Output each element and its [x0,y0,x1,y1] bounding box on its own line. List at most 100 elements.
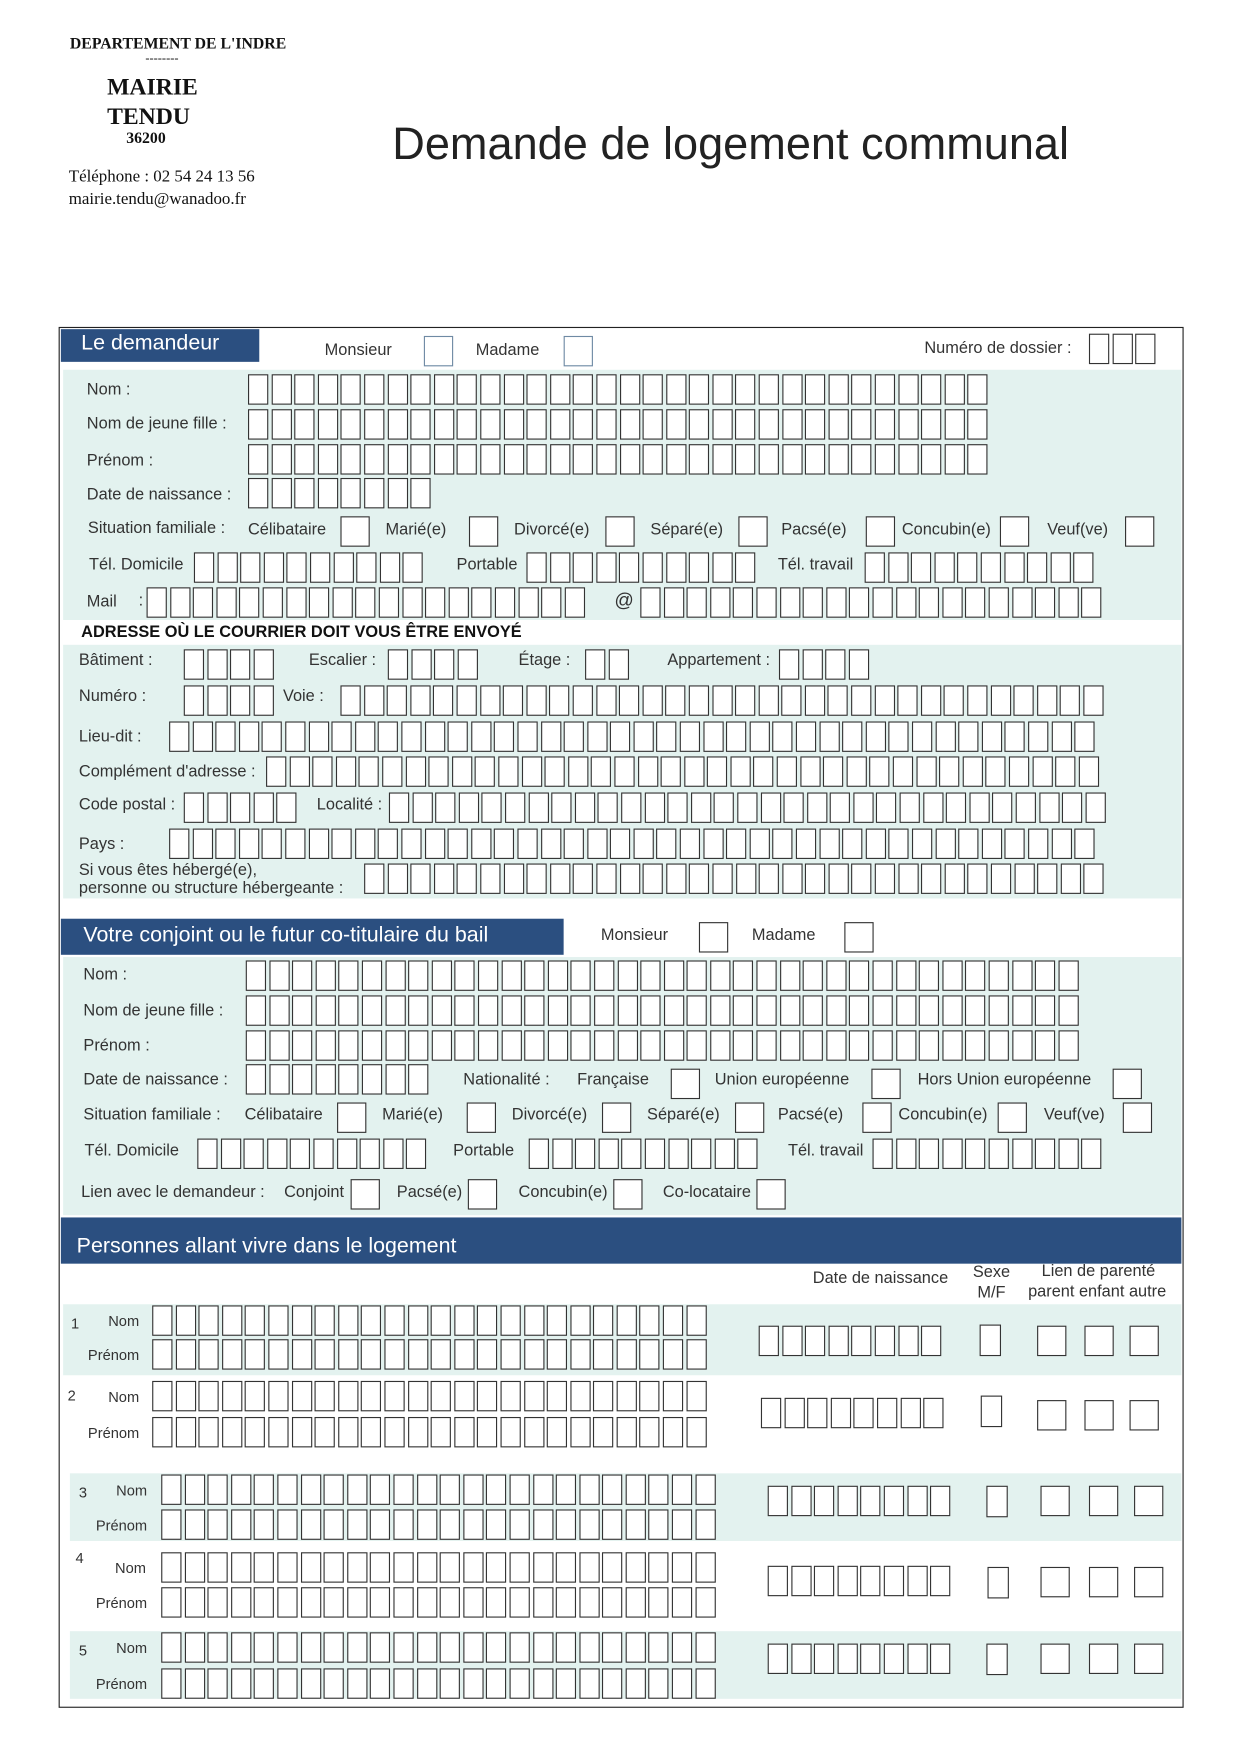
char-box[interactable] [733,587,754,618]
char-box[interactable] [439,1474,461,1505]
escalier-input[interactable] [387,649,478,680]
char-box[interactable] [872,1138,893,1169]
char-box[interactable] [523,1416,544,1448]
char-box[interactable] [806,792,828,823]
char-box[interactable] [401,828,422,859]
char-box[interactable] [981,828,1002,859]
char-box[interactable] [291,1380,312,1412]
char-box[interactable] [735,863,756,894]
char-box[interactable] [243,1138,264,1169]
char-box[interactable] [610,721,631,752]
char-box[interactable] [271,444,292,475]
char-box[interactable] [430,1339,452,1370]
char-box[interactable] [480,863,501,894]
char-box[interactable] [935,828,956,859]
char-box[interactable] [230,1587,252,1618]
char-box[interactable] [355,587,376,618]
char-box[interactable] [779,960,800,991]
char-box[interactable] [245,1416,266,1448]
char-box[interactable] [733,995,754,1026]
char-box[interactable] [254,1587,275,1618]
char-box[interactable] [570,1416,591,1448]
person-nom-input[interactable] [161,1474,716,1505]
char-box[interactable] [898,374,919,405]
char-box[interactable] [887,552,909,583]
char-box[interactable] [930,1565,951,1597]
char-box[interactable] [526,374,547,405]
char-box[interactable] [593,1380,614,1412]
char-box[interactable] [361,1416,382,1448]
char-box[interactable] [892,756,914,787]
char-box[interactable] [385,960,406,991]
char-box[interactable] [323,1668,344,1699]
char-box[interactable] [648,1474,669,1505]
char-box[interactable] [625,1668,646,1699]
char-box[interactable] [504,792,526,823]
lien-checkbox[interactable] [467,1179,498,1210]
etage-input[interactable] [585,649,629,680]
char-box[interactable] [509,1587,530,1618]
char-box[interactable] [498,756,519,787]
char-box[interactable] [456,409,478,440]
char-box[interactable] [849,995,870,1026]
person-nom-input[interactable] [152,1305,707,1336]
char-box[interactable] [703,828,724,859]
char-box[interactable] [477,995,499,1026]
char-box[interactable] [860,1485,881,1517]
char-box[interactable] [364,477,385,509]
char-box[interactable] [547,1030,568,1061]
char-box[interactable] [412,792,433,823]
char-box[interactable] [336,1138,357,1169]
char-box[interactable] [1051,828,1072,859]
lien-checkbox[interactable] [756,1179,786,1210]
char-box[interactable] [308,828,329,859]
char-box[interactable] [942,1030,963,1061]
char-box[interactable] [175,1339,196,1370]
char-box[interactable] [184,1668,205,1699]
char-box[interactable] [570,1030,592,1061]
char-box[interactable] [874,444,896,475]
char-box[interactable] [393,1668,414,1699]
char-box[interactable] [1112,333,1133,365]
nom-input[interactable] [247,374,988,405]
char-box[interactable] [541,587,562,618]
char-box[interactable] [695,1509,716,1540]
char-box[interactable] [337,1305,359,1336]
char-box[interactable] [686,1030,708,1061]
char-box[interactable] [192,721,213,752]
char-box[interactable] [551,1138,573,1169]
char-box[interactable] [528,792,549,823]
char-box[interactable] [433,685,454,716]
char-box[interactable] [393,1632,414,1663]
char-box[interactable] [526,552,547,583]
char-box[interactable] [837,1485,858,1517]
situation-checkbox[interactable] [340,516,370,547]
char-box[interactable] [602,1587,623,1618]
char-box[interactable] [338,1030,359,1061]
char-box[interactable] [338,960,359,991]
char-box[interactable] [549,863,571,894]
char-box[interactable] [416,1552,437,1583]
char-box[interactable] [918,960,940,991]
char-box[interactable] [781,863,803,894]
char-box[interactable] [271,374,292,405]
char-box[interactable] [663,995,684,1026]
char-box[interactable] [300,1552,321,1583]
char-box[interactable] [671,1632,693,1663]
char-box[interactable] [1008,756,1030,787]
char-box[interactable] [837,1643,858,1674]
char-box[interactable] [1028,721,1049,752]
char-box[interactable] [192,828,213,859]
char-box[interactable] [555,1552,577,1583]
char-box[interactable] [656,721,677,752]
char-box[interactable] [331,828,352,859]
person-lien-autre-checkbox[interactable] [1134,1485,1164,1517]
char-box[interactable] [346,1474,368,1505]
char-box[interactable] [323,1509,344,1540]
char-box[interactable] [407,1339,428,1370]
char-box[interactable] [230,1668,252,1699]
char-box[interactable] [703,721,724,752]
person-lien-autre-checkbox[interactable] [1134,1566,1164,1598]
char-box[interactable] [830,1397,851,1429]
char-box[interactable] [712,409,733,440]
